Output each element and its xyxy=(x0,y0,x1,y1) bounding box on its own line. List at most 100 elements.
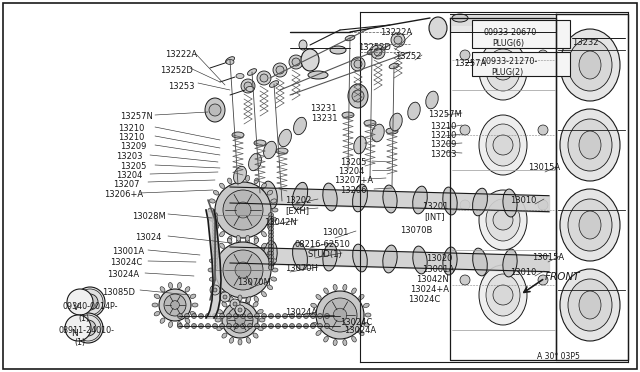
Circle shape xyxy=(223,250,263,290)
Ellipse shape xyxy=(226,60,234,64)
Ellipse shape xyxy=(236,299,241,305)
Text: 13042N: 13042N xyxy=(264,218,297,227)
Ellipse shape xyxy=(168,321,173,327)
Ellipse shape xyxy=(443,187,457,215)
Ellipse shape xyxy=(364,323,369,327)
Text: 13010: 13010 xyxy=(510,268,536,277)
Circle shape xyxy=(241,314,246,318)
Text: 13204: 13204 xyxy=(116,171,142,180)
Ellipse shape xyxy=(267,190,273,195)
Circle shape xyxy=(260,74,268,82)
Ellipse shape xyxy=(486,49,520,91)
Ellipse shape xyxy=(333,340,337,346)
Ellipse shape xyxy=(217,326,223,331)
Ellipse shape xyxy=(568,39,612,91)
Circle shape xyxy=(269,324,273,328)
Circle shape xyxy=(269,247,273,253)
Ellipse shape xyxy=(208,268,214,272)
Ellipse shape xyxy=(254,238,259,244)
Ellipse shape xyxy=(222,333,227,338)
Ellipse shape xyxy=(272,208,278,212)
Circle shape xyxy=(262,314,266,318)
Ellipse shape xyxy=(246,175,250,181)
Ellipse shape xyxy=(429,17,447,39)
Ellipse shape xyxy=(311,303,317,308)
Text: 13024+A: 13024+A xyxy=(410,285,449,294)
Circle shape xyxy=(212,216,218,221)
Ellipse shape xyxy=(364,120,376,126)
Ellipse shape xyxy=(353,244,367,272)
Circle shape xyxy=(223,190,263,230)
Circle shape xyxy=(269,230,273,235)
Circle shape xyxy=(354,60,362,68)
Text: 13201: 13201 xyxy=(422,202,449,211)
Ellipse shape xyxy=(227,296,232,302)
Ellipse shape xyxy=(560,189,620,261)
Circle shape xyxy=(292,58,300,66)
Ellipse shape xyxy=(229,337,234,343)
Circle shape xyxy=(215,182,271,238)
Ellipse shape xyxy=(185,287,190,292)
Text: 13205: 13205 xyxy=(120,162,147,171)
Ellipse shape xyxy=(383,245,397,273)
Bar xyxy=(472,20,570,48)
Text: 13028M: 13028M xyxy=(132,212,166,221)
Circle shape xyxy=(212,241,218,246)
Text: 13024A: 13024A xyxy=(107,270,139,279)
Circle shape xyxy=(238,308,242,312)
Circle shape xyxy=(296,324,301,328)
Ellipse shape xyxy=(254,178,259,184)
Ellipse shape xyxy=(213,225,219,230)
Ellipse shape xyxy=(267,250,273,255)
Ellipse shape xyxy=(262,243,266,248)
Text: 13204: 13204 xyxy=(338,167,364,176)
Ellipse shape xyxy=(246,299,250,305)
Circle shape xyxy=(212,223,218,228)
Ellipse shape xyxy=(560,109,620,181)
Ellipse shape xyxy=(267,225,273,230)
Text: 13210: 13210 xyxy=(118,133,145,142)
Circle shape xyxy=(212,314,218,318)
Ellipse shape xyxy=(253,333,258,338)
Circle shape xyxy=(198,324,204,328)
Ellipse shape xyxy=(190,311,196,316)
Circle shape xyxy=(333,308,347,322)
Text: 13210: 13210 xyxy=(430,122,456,131)
Text: (1): (1) xyxy=(74,338,85,347)
Text: [INT]: [INT] xyxy=(424,212,445,221)
Circle shape xyxy=(269,216,273,221)
Text: 13085D: 13085D xyxy=(102,288,135,297)
Ellipse shape xyxy=(372,124,384,142)
Ellipse shape xyxy=(486,199,520,241)
Text: 13202: 13202 xyxy=(285,196,312,205)
Ellipse shape xyxy=(473,248,487,276)
Ellipse shape xyxy=(579,131,601,159)
Circle shape xyxy=(351,57,365,71)
Ellipse shape xyxy=(185,318,190,323)
Circle shape xyxy=(276,66,284,74)
Ellipse shape xyxy=(299,40,307,50)
Text: 13252D: 13252D xyxy=(358,43,391,52)
Ellipse shape xyxy=(236,175,241,181)
Ellipse shape xyxy=(568,119,612,171)
Circle shape xyxy=(310,314,316,318)
Text: 13001A: 13001A xyxy=(112,247,144,256)
Text: 13210: 13210 xyxy=(430,131,456,140)
Ellipse shape xyxy=(443,247,457,275)
Text: 13024C: 13024C xyxy=(110,258,142,267)
Circle shape xyxy=(212,265,218,270)
Text: 13257A: 13257A xyxy=(454,59,486,68)
Circle shape xyxy=(269,234,273,238)
Circle shape xyxy=(212,244,218,249)
Ellipse shape xyxy=(229,297,234,302)
Ellipse shape xyxy=(568,199,612,251)
Circle shape xyxy=(296,314,301,318)
Text: 13015A: 13015A xyxy=(532,253,564,262)
Ellipse shape xyxy=(254,236,259,242)
Circle shape xyxy=(177,324,182,328)
Text: 13231: 13231 xyxy=(310,104,337,113)
Circle shape xyxy=(233,302,237,306)
Ellipse shape xyxy=(190,294,196,299)
Ellipse shape xyxy=(324,336,328,342)
Ellipse shape xyxy=(292,182,308,210)
